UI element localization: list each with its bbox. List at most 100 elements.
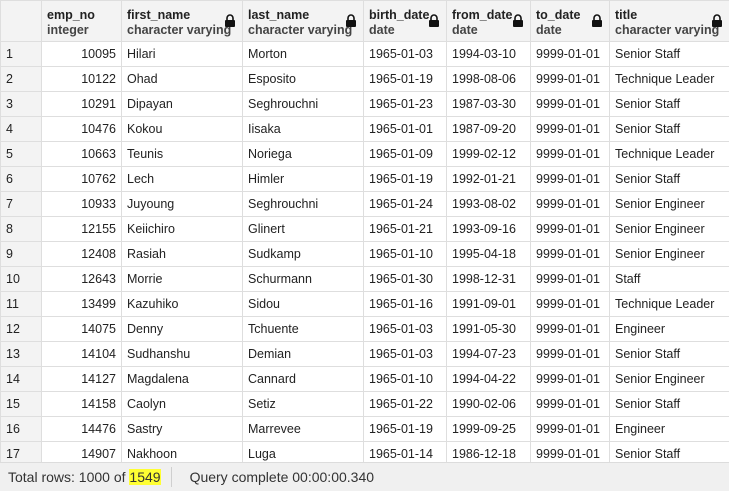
- table-cell[interactable]: 1986-12-18: [447, 442, 531, 463]
- table-cell[interactable]: 12643: [42, 267, 122, 292]
- table-cell[interactable]: 9999-01-01: [531, 367, 610, 392]
- table-cell[interactable]: Technique Leader: [610, 67, 729, 92]
- table-cell[interactable]: 1965-01-22: [364, 392, 447, 417]
- table-cell[interactable]: Glinert: [243, 217, 364, 242]
- table-cell[interactable]: Engineer: [610, 317, 729, 342]
- table-cell[interactable]: 9999-01-01: [531, 217, 610, 242]
- table-cell[interactable]: Denny: [122, 317, 243, 342]
- table-cell[interactable]: Senior Engineer: [610, 367, 729, 392]
- table-cell[interactable]: Seghrouchni: [243, 192, 364, 217]
- table-cell[interactable]: 12155: [42, 217, 122, 242]
- table-cell[interactable]: Tchuente: [243, 317, 364, 342]
- row-number[interactable]: 3: [1, 92, 42, 117]
- table-cell[interactable]: Sudkamp: [243, 242, 364, 267]
- table-cell[interactable]: 1965-01-19: [364, 417, 447, 442]
- table-cell[interactable]: 1990-02-06: [447, 392, 531, 417]
- table-cell[interactable]: 1965-01-24: [364, 192, 447, 217]
- table-cell[interactable]: 1994-07-23: [447, 342, 531, 367]
- table-cell[interactable]: Esposito: [243, 67, 364, 92]
- row-number[interactable]: 11: [1, 292, 42, 317]
- table-cell[interactable]: Himler: [243, 167, 364, 192]
- column-header-first-name[interactable]: first_name character varying: [122, 1, 243, 42]
- table-cell[interactable]: 9999-01-01: [531, 342, 610, 367]
- table-cell[interactable]: 14075: [42, 317, 122, 342]
- table-cell[interactable]: 9999-01-01: [531, 417, 610, 442]
- table-cell[interactable]: 1992-01-21: [447, 167, 531, 192]
- table-cell[interactable]: Nakhoon: [122, 442, 243, 463]
- table-cell[interactable]: 9999-01-01: [531, 92, 610, 117]
- table-cell[interactable]: 1993-09-16: [447, 217, 531, 242]
- table-cell[interactable]: Juyoung: [122, 192, 243, 217]
- row-number[interactable]: 1: [1, 42, 42, 67]
- table-cell[interactable]: Senior Staff: [610, 92, 729, 117]
- table-cell[interactable]: 1995-04-18: [447, 242, 531, 267]
- row-number[interactable]: 15: [1, 392, 42, 417]
- table-cell[interactable]: Technique Leader: [610, 142, 729, 167]
- table-cell[interactable]: Rasiah: [122, 242, 243, 267]
- table-cell[interactable]: Setiz: [243, 392, 364, 417]
- table-cell[interactable]: 10762: [42, 167, 122, 192]
- row-number[interactable]: 4: [1, 117, 42, 142]
- table-cell[interactable]: Kazuhiko: [122, 292, 243, 317]
- table-cell[interactable]: 1965-01-30: [364, 267, 447, 292]
- table-cell[interactable]: 1999-02-12: [447, 142, 531, 167]
- table-cell[interactable]: Noriega: [243, 142, 364, 167]
- column-header-last-name[interactable]: last_name character varying: [243, 1, 364, 42]
- table-cell[interactable]: Morton: [243, 42, 364, 67]
- table-cell[interactable]: 10291: [42, 92, 122, 117]
- table-cell[interactable]: 1965-01-23: [364, 92, 447, 117]
- table-cell[interactable]: 1965-01-01: [364, 117, 447, 142]
- table-cell[interactable]: 9999-01-01: [531, 442, 610, 463]
- table-cell[interactable]: Senior Staff: [610, 117, 729, 142]
- table-cell[interactable]: 13499: [42, 292, 122, 317]
- row-number[interactable]: 12: [1, 317, 42, 342]
- row-number[interactable]: 13: [1, 342, 42, 367]
- table-cell[interactable]: 1991-05-30: [447, 317, 531, 342]
- table-cell[interactable]: 9999-01-01: [531, 392, 610, 417]
- row-number[interactable]: 10: [1, 267, 42, 292]
- table-cell[interactable]: Senior Engineer: [610, 242, 729, 267]
- table-cell[interactable]: 9999-01-01: [531, 317, 610, 342]
- table-cell[interactable]: Schurmann: [243, 267, 364, 292]
- table-cell[interactable]: Ohad: [122, 67, 243, 92]
- row-number[interactable]: 7: [1, 192, 42, 217]
- table-cell[interactable]: 1999-09-25: [447, 417, 531, 442]
- table-cell[interactable]: Dipayan: [122, 92, 243, 117]
- table-cell[interactable]: 1965-01-03: [364, 42, 447, 67]
- column-header-from-date[interactable]: from_date date: [447, 1, 531, 42]
- table-cell[interactable]: Caolyn: [122, 392, 243, 417]
- table-cell[interactable]: 9999-01-01: [531, 42, 610, 67]
- table-cell[interactable]: 10933: [42, 192, 122, 217]
- table-cell[interactable]: Senior Staff: [610, 167, 729, 192]
- table-cell[interactable]: 1965-01-03: [364, 342, 447, 367]
- table-cell[interactable]: 14158: [42, 392, 122, 417]
- table-cell[interactable]: Iisaka: [243, 117, 364, 142]
- table-cell[interactable]: 1965-01-21: [364, 217, 447, 242]
- table-cell[interactable]: 9999-01-01: [531, 67, 610, 92]
- table-cell[interactable]: Engineer: [610, 417, 729, 442]
- table-cell[interactable]: Senior Engineer: [610, 217, 729, 242]
- row-number[interactable]: 16: [1, 417, 42, 442]
- table-cell[interactable]: 1998-08-06: [447, 67, 531, 92]
- table-cell[interactable]: 10476: [42, 117, 122, 142]
- table-cell[interactable]: Sastry: [122, 417, 243, 442]
- table-cell[interactable]: Staff: [610, 267, 729, 292]
- table-cell[interactable]: Morrie: [122, 267, 243, 292]
- table-cell[interactable]: 1965-01-16: [364, 292, 447, 317]
- table-cell[interactable]: Sudhanshu: [122, 342, 243, 367]
- table-cell[interactable]: Magdalena: [122, 367, 243, 392]
- table-cell[interactable]: Senior Staff: [610, 42, 729, 67]
- table-cell[interactable]: 14104: [42, 342, 122, 367]
- table-cell[interactable]: Keiichiro: [122, 217, 243, 242]
- table-cell[interactable]: 1965-01-09: [364, 142, 447, 167]
- table-cell[interactable]: 1965-01-19: [364, 67, 447, 92]
- row-number-header[interactable]: [1, 1, 42, 42]
- table-cell[interactable]: 1965-01-14: [364, 442, 447, 463]
